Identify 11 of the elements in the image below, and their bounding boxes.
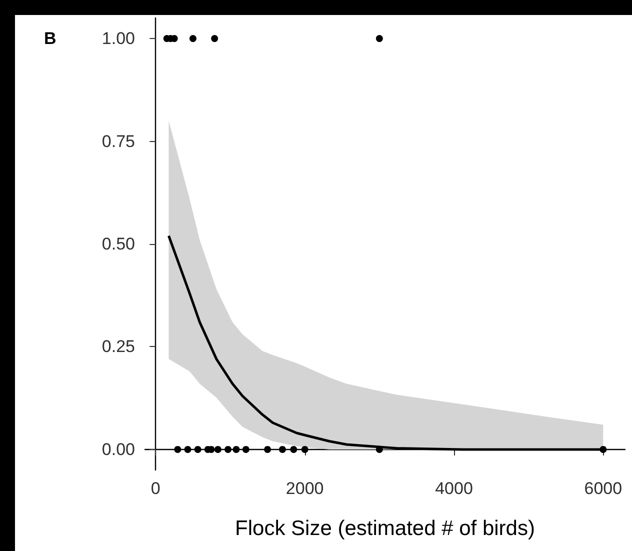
x-axis-title: Flock Size (estimated # of birds)	[235, 517, 535, 540]
y-tick-label: 0.50	[102, 234, 135, 254]
x-tick-label: 6000	[584, 479, 622, 498]
x-tick-label: 4000	[435, 479, 473, 498]
y-tick-label: 0.25	[102, 337, 135, 356]
y-tick-label: 0.00	[102, 440, 135, 459]
y-tick-label: 1.00	[102, 29, 135, 48]
y-tick-label: 0.75	[102, 132, 135, 151]
x-tick-label: 0	[150, 479, 160, 498]
text: B	[44, 29, 56, 48]
x-tick-label: 2000	[286, 479, 324, 498]
